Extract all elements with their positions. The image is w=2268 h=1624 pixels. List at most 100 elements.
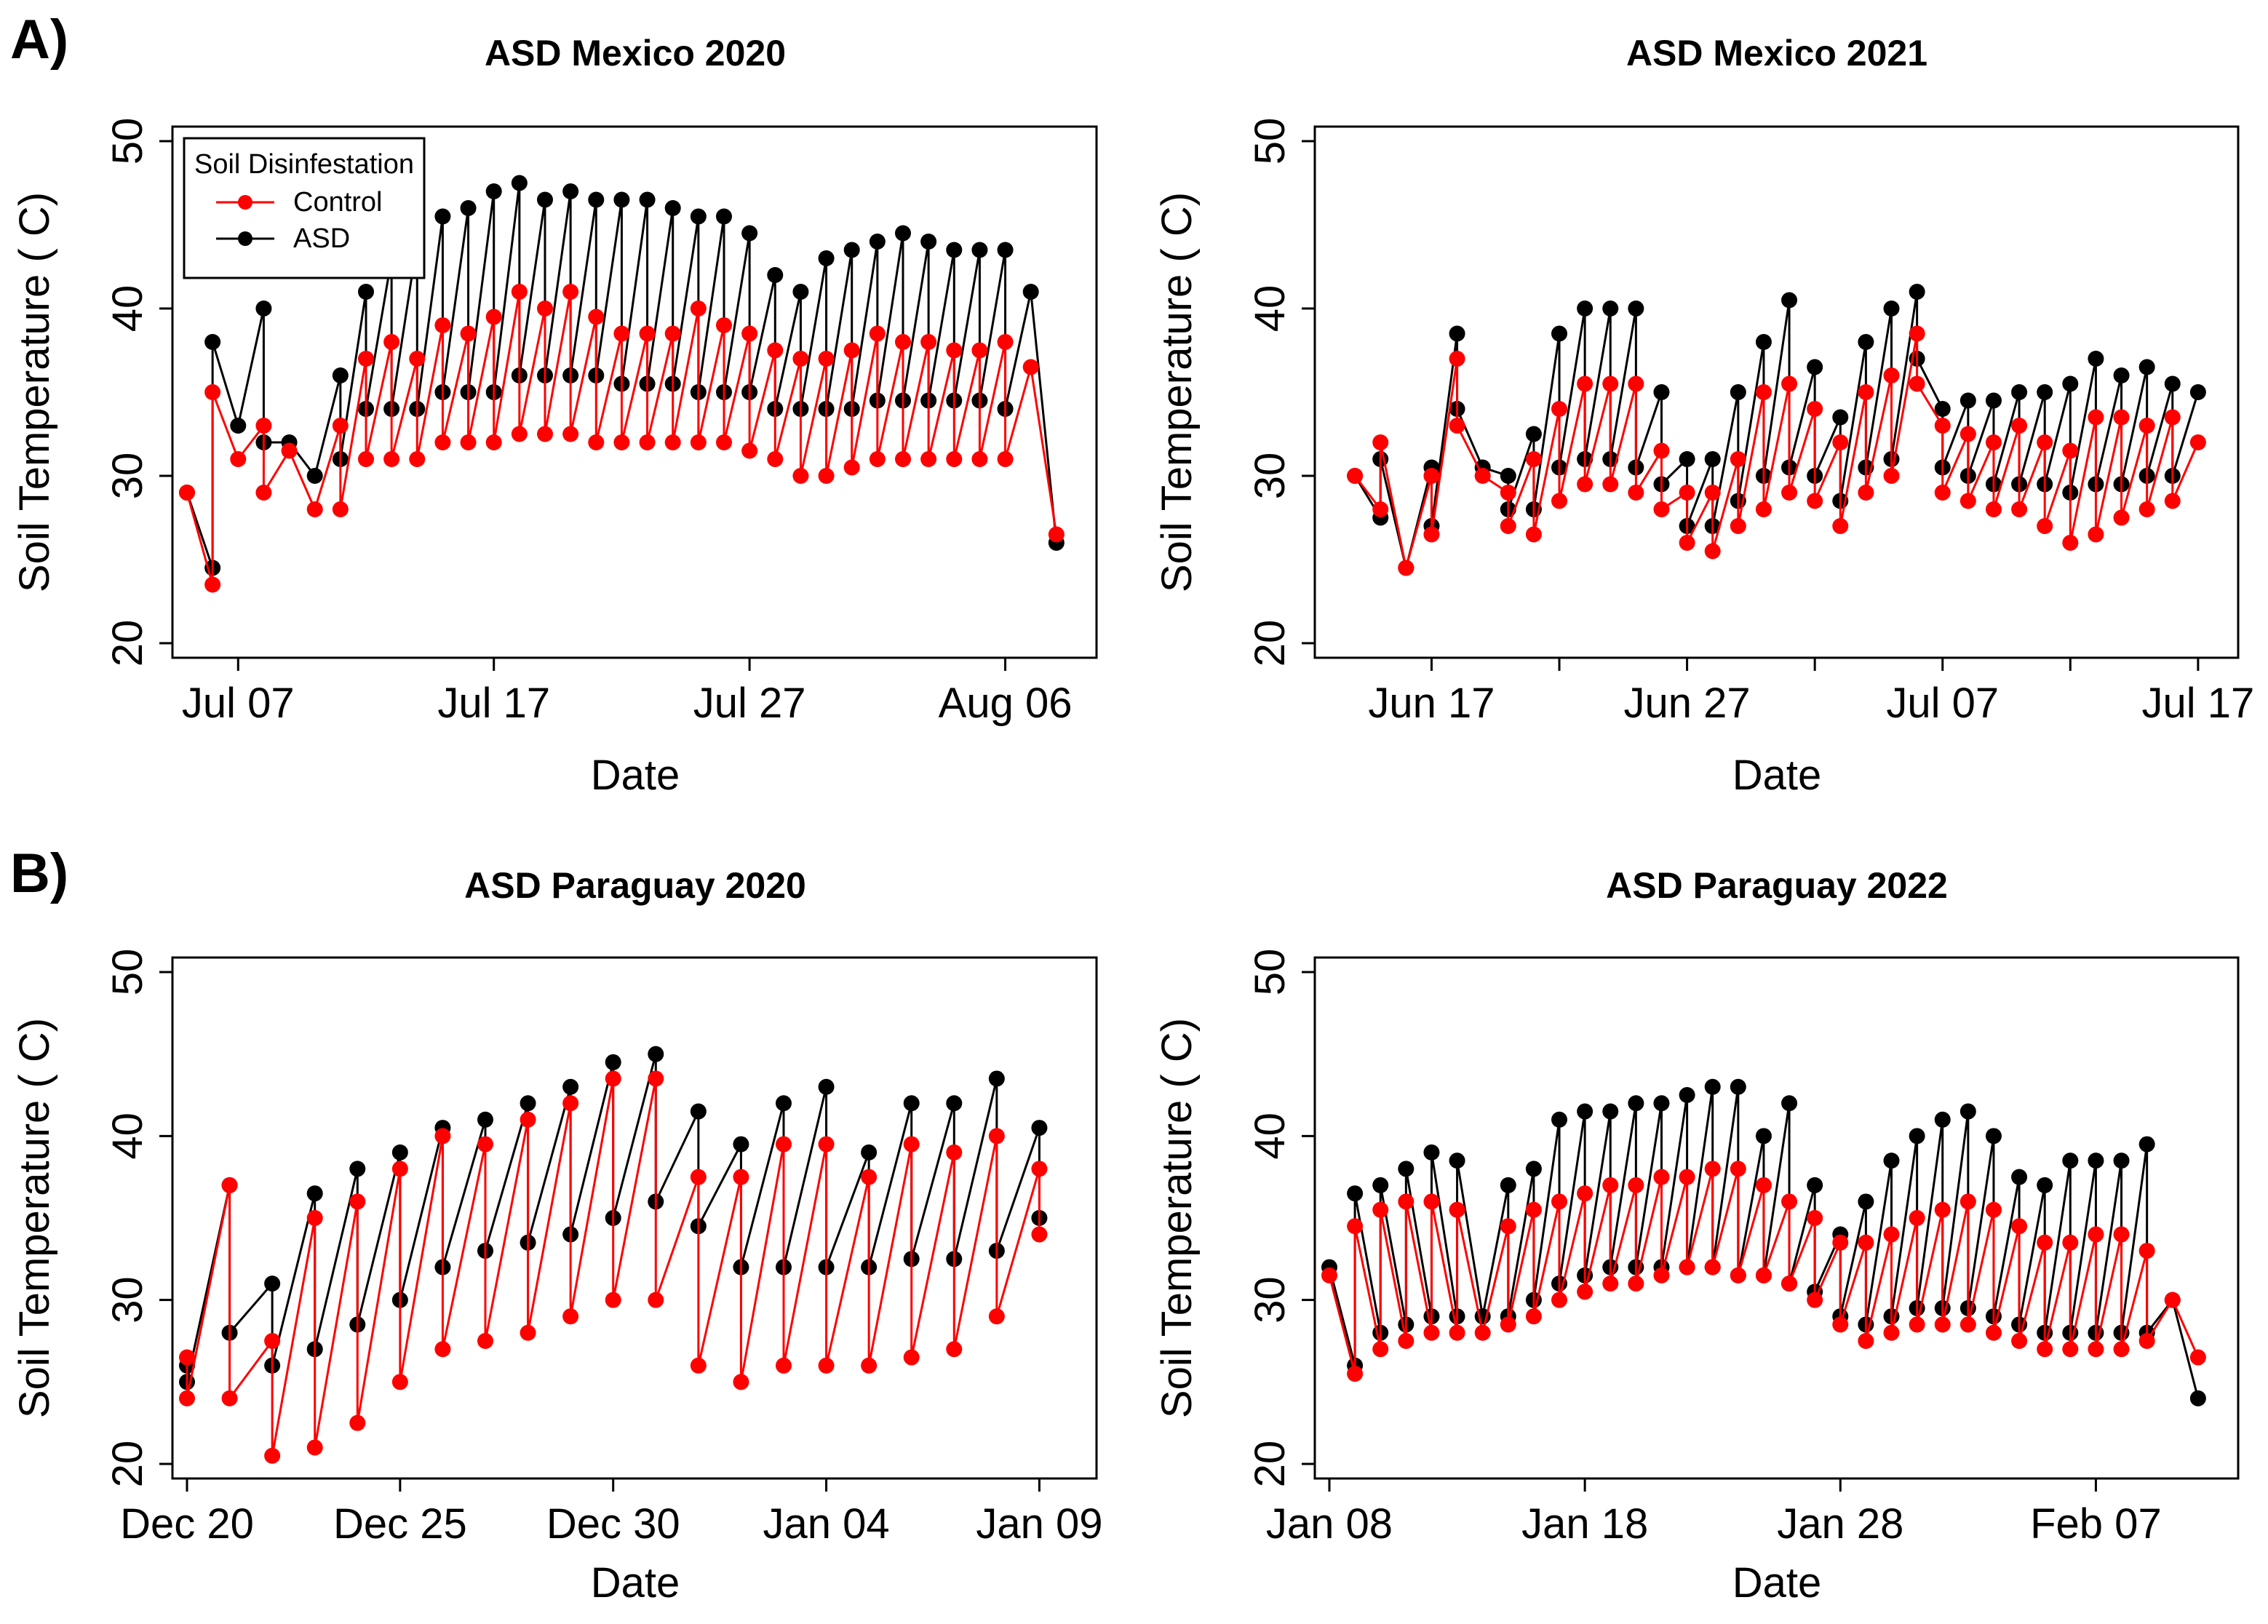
data-point-asd: [2113, 1153, 2130, 1169]
data-point-asd: [843, 242, 860, 258]
data-point-asd: [1704, 451, 1721, 467]
x-axis-label: Date: [591, 1559, 680, 1607]
data-point-control: [511, 284, 528, 300]
data-point-control: [1022, 359, 1039, 375]
data-point-asd: [1653, 384, 1670, 400]
data-point-control: [1423, 1193, 1440, 1210]
data-point-asd: [2138, 359, 2155, 375]
data-point-asd: [1730, 384, 1746, 400]
data-point-control: [588, 434, 605, 450]
data-point-asd: [2062, 375, 2079, 392]
series-control: [179, 284, 1065, 593]
data-point-control: [792, 468, 809, 484]
data-point-asd: [1679, 451, 1695, 467]
data-point-control: [2037, 518, 2053, 534]
data-point-control: [2088, 409, 2104, 426]
data-point-asd: [1909, 1128, 1925, 1145]
data-point-control: [1500, 485, 1516, 501]
chart-title: ASD Mexico 2020: [485, 33, 786, 73]
data-point-asd: [690, 208, 707, 225]
data-point-control: [1449, 1324, 1465, 1341]
y-tick-label: 20: [1246, 620, 1294, 667]
x-tick-label: Jun 17: [1368, 680, 1495, 727]
data-point-control: [179, 1349, 195, 1366]
x-axis-label: Date: [1732, 752, 1822, 799]
data-point-control: [520, 1324, 536, 1341]
data-point-control: [1449, 1201, 1465, 1218]
data-point-control: [1909, 1316, 1925, 1333]
data-point-control: [613, 325, 630, 342]
x-tick-label: Jan 08: [1266, 1500, 1393, 1548]
data-point-asd: [1679, 1087, 1695, 1103]
data-point-control: [1985, 1201, 2002, 1218]
data-point-asd: [562, 1078, 579, 1095]
data-point-control: [1832, 518, 1849, 534]
data-point-control: [1551, 493, 1568, 509]
y-tick-label: 30: [104, 1276, 151, 1324]
data-point-control: [1781, 1275, 1798, 1292]
data-point-control: [861, 1357, 878, 1374]
data-point-control: [1653, 501, 1670, 517]
data-point-control: [1704, 1161, 1721, 1177]
x-axis-label: Date: [591, 752, 680, 799]
x-tick-label: Jul 17: [2141, 680, 2254, 727]
data-point-asd: [1909, 284, 1925, 300]
data-point-control: [946, 451, 963, 467]
data-point-control: [605, 1070, 621, 1087]
data-point-asd: [2113, 367, 2130, 383]
data-point-control: [2138, 1333, 2155, 1349]
data-point-control: [1577, 1283, 1593, 1300]
data-point-control: [520, 1111, 536, 1128]
data-point-control: [741, 442, 758, 459]
data-point-control: [2138, 501, 2155, 517]
data-point-asd: [1031, 1120, 1048, 1137]
data-point-control: [1807, 493, 1823, 509]
data-point-control: [648, 1070, 664, 1087]
data-point-control: [1883, 367, 1900, 383]
data-point-control: [818, 1136, 835, 1153]
data-point-control: [1321, 1267, 1337, 1283]
data-point-control: [1883, 1226, 1900, 1243]
data-point-asd: [1449, 325, 1465, 342]
data-point-asd: [1985, 392, 2002, 409]
data-point-control: [562, 1095, 579, 1112]
y-tick-label: 50: [104, 949, 151, 996]
data-point-control: [1449, 418, 1465, 434]
data-point-control: [997, 334, 1014, 350]
data-point-control: [1934, 1316, 1951, 1333]
data-point-control: [1500, 1316, 1516, 1333]
data-point-asd: [690, 1103, 707, 1120]
data-point-control: [605, 1291, 621, 1308]
data-point-control: [409, 351, 426, 367]
y-tick-label: 50: [1246, 949, 1294, 996]
data-point-control: [2113, 1341, 2130, 1358]
data-point-asd: [1500, 1177, 1516, 1193]
series-control: [1347, 325, 2206, 576]
data-point-control: [230, 451, 247, 467]
series-line-asd: [186, 183, 1058, 568]
data-point-control: [1755, 1177, 1772, 1193]
data-point-control: [741, 325, 758, 342]
data-point-control: [2062, 442, 2079, 459]
data-point-control: [1679, 1259, 1695, 1275]
data-point-asd: [1653, 1095, 1670, 1112]
data-point-control: [1858, 384, 1874, 400]
data-point-control: [1959, 1193, 1976, 1210]
data-point-control: [2011, 418, 2028, 434]
data-point-asd: [1959, 392, 1976, 409]
data-point-asd: [716, 208, 732, 225]
data-point-control: [971, 451, 988, 467]
data-point-control: [1934, 418, 1951, 434]
data-point-control: [2011, 501, 2028, 517]
data-point-asd: [230, 418, 247, 434]
data-point-control: [776, 1136, 792, 1153]
series-line-control: [186, 291, 1058, 585]
data-point-asd: [1934, 1111, 1951, 1128]
y-tick-label: 40: [104, 285, 151, 333]
data-point-control: [1500, 1218, 1516, 1235]
data-point-asd: [204, 334, 221, 350]
data-point-asd: [1423, 1144, 1440, 1161]
data-point-control: [2164, 493, 2181, 509]
data-point-asd: [1525, 1161, 1542, 1177]
data-point-control: [920, 451, 937, 467]
